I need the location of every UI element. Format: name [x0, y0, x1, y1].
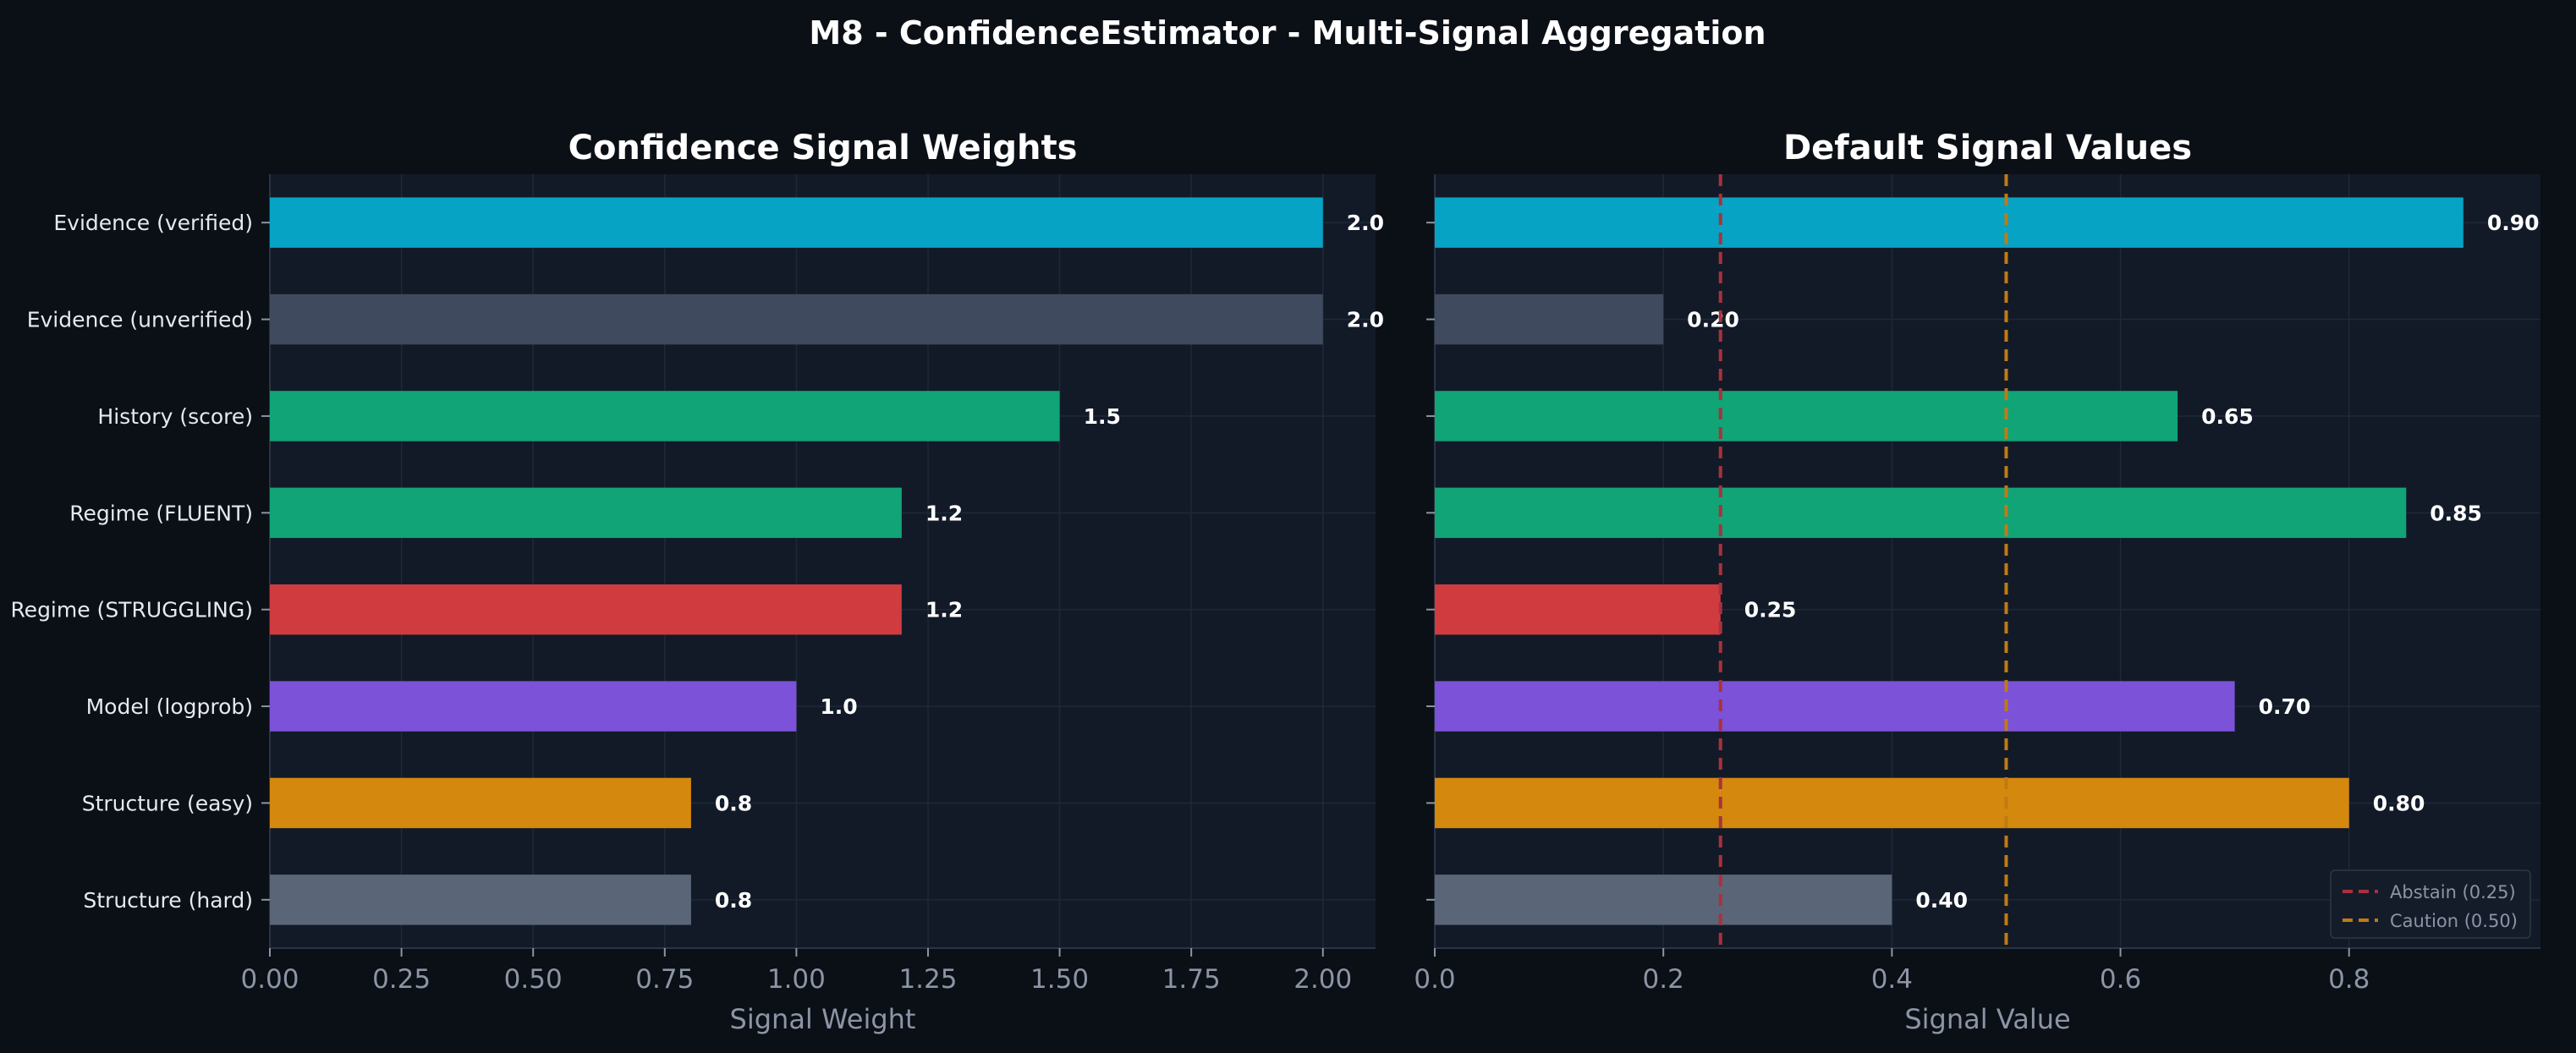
values-legend: Abstain (0.25) Caution (0.50) — [2330, 869, 2531, 939]
weights-value-label: 1.0 — [820, 694, 857, 719]
weights-value-label: 1.2 — [925, 598, 963, 622]
values-bar — [1435, 487, 2407, 539]
values-bar — [1435, 293, 1664, 345]
values-xtick-label: 0.6 — [2100, 964, 2141, 995]
values-chart-panel: 0.90 0.20 0.65 0.85 0.25 0.70 0.80 0.40 0.0 0.2 0.… — [1414, 129, 2540, 1035]
values-xtick-label: 0.8 — [2328, 964, 2370, 995]
values-value-label: 0.80 — [2373, 791, 2425, 815]
weights-xtick-label: 0.00 — [240, 964, 299, 995]
weights-bar — [270, 681, 797, 732]
weights-xtick-label: 0.75 — [635, 964, 694, 995]
weights-xtick-label: 1.00 — [767, 964, 826, 995]
values-xtick-label: 0.4 — [1871, 964, 1913, 995]
weights-bar — [270, 487, 902, 539]
weights-category-label: Structure (easy) — [82, 791, 253, 815]
values-bar — [1435, 875, 1892, 925]
weights-category-label: Regime (FLUENT) — [69, 501, 253, 525]
values-plot-area — [1435, 174, 2540, 948]
weights-xtick-label: 0.50 — [504, 964, 563, 995]
weights-xtick-label: 1.50 — [1030, 964, 1089, 995]
weights-value-label: 2.0 — [1347, 308, 1384, 332]
weights-category-label: Evidence (verified) — [53, 211, 253, 235]
weights-chart-panel: 2.0 Evidence (verified) 2.0 Evidence (unver… — [10, 129, 1384, 1035]
values-x-axis-label: Signal Value — [1904, 1003, 2070, 1035]
weights-value-label: 0.8 — [715, 888, 752, 913]
weights-chart-title: Confidence Signal Weights — [568, 129, 1078, 167]
weights-xtick-label: 2.00 — [1293, 964, 1352, 995]
weights-category-label: Structure (hard) — [83, 888, 253, 913]
values-legend-entry: Caution (0.50) — [2390, 911, 2518, 931]
weights-bar — [270, 875, 691, 925]
values-value-label: 0.65 — [2201, 404, 2254, 429]
values-value-label: 0.70 — [2259, 694, 2311, 719]
weights-xtick-label: 0.25 — [372, 964, 431, 995]
weights-bar — [270, 777, 691, 829]
weights-value-label: 0.8 — [715, 791, 752, 815]
values-xtick-label: 0.0 — [1414, 964, 1455, 995]
weights-category-label: History (score) — [97, 404, 253, 429]
weights-category-label: Evidence (unverified) — [27, 308, 253, 332]
values-value-label: 0.90 — [2487, 211, 2540, 235]
values-value-label: 0.85 — [2430, 501, 2482, 525]
values-bar — [1435, 584, 1721, 635]
weights-bar — [270, 584, 902, 635]
weights-value-label: 1.2 — [925, 501, 963, 525]
values-legend-box — [2330, 869, 2531, 939]
values-value-label: 0.40 — [1915, 888, 1968, 913]
values-bar — [1435, 681, 2235, 732]
weights-value-label: 1.5 — [1084, 404, 1121, 429]
values-legend-entry: Abstain (0.25) — [2390, 882, 2516, 902]
values-bar — [1435, 391, 2178, 441]
figure-suptitle: M8 - ConfidenceEstimator - Multi-Signal … — [809, 14, 1766, 52]
weights-category-label: Model (logprob) — [86, 694, 253, 719]
values-bar — [1435, 777, 2349, 829]
values-value-label: 0.25 — [1744, 598, 1797, 622]
weights-bar — [270, 391, 1060, 441]
weights-plot-area — [270, 174, 1376, 948]
weights-bar — [270, 197, 1323, 248]
weights-xtick-label: 1.75 — [1162, 964, 1221, 995]
values-value-label: 0.20 — [1687, 308, 1739, 332]
weights-category-label: Regime (STRUGGLING) — [10, 598, 253, 622]
weights-bar — [270, 293, 1323, 345]
values-bar — [1435, 197, 2463, 248]
weights-xtick-label: 1.25 — [898, 964, 957, 995]
weights-value-label: 2.0 — [1347, 211, 1384, 235]
values-chart-title: Default Signal Values — [1783, 129, 2192, 167]
weights-x-axis-label: Signal Weight — [730, 1003, 916, 1035]
values-xtick-label: 0.2 — [1643, 964, 1684, 995]
